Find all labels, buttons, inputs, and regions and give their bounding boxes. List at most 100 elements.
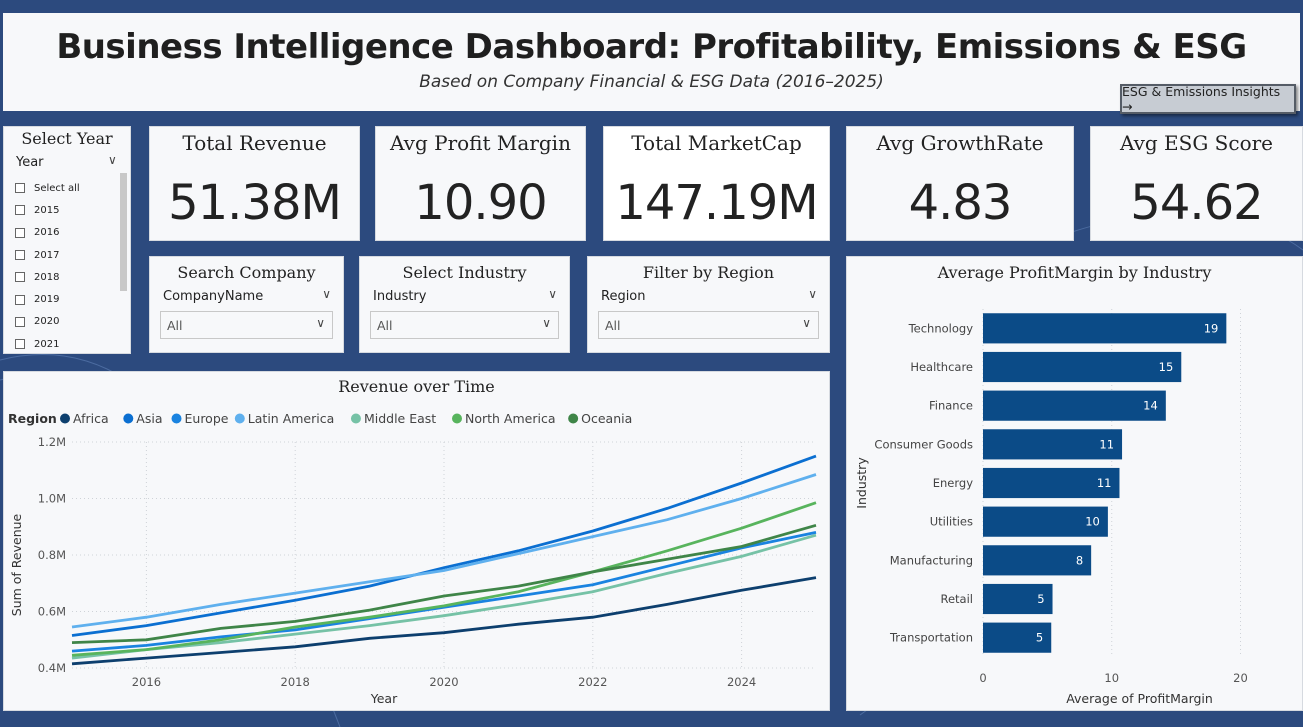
series-line-africa xyxy=(71,576,817,666)
esg-insights-nav-button[interactable]: ESG & Emissions Insights → xyxy=(1120,84,1296,114)
industry-slicer: Select Industry Industry ∨ All ∨ xyxy=(359,256,570,353)
legend-item: Europe xyxy=(185,411,229,426)
legend-item: Latin America xyxy=(248,411,334,426)
legend-item: Asia xyxy=(136,411,162,426)
bar-data-label: 11 xyxy=(1099,437,1114,451)
category-label: Utilities xyxy=(930,515,973,529)
company-dropdown[interactable]: All ∨ xyxy=(160,311,333,339)
legend-item: Oceania xyxy=(581,411,632,426)
kpi-avg-esg-score: Avg ESG Score 54.62 xyxy=(1090,126,1303,241)
bar xyxy=(983,467,1120,499)
region-slicer-field: Region xyxy=(601,289,646,304)
bar xyxy=(983,390,1166,421)
legend-item: Middle East xyxy=(364,411,436,426)
bar-data-label: 19 xyxy=(1204,321,1219,335)
series-line-oceania xyxy=(71,523,817,644)
x-tick-label: 10 xyxy=(1104,671,1119,685)
y-tick-label: 0.8M xyxy=(38,548,66,562)
series-line-north-america xyxy=(71,501,817,657)
chevron-down-icon[interactable]: ∨ xyxy=(108,153,117,167)
kpi-total-revenue: Total Revenue 51.38M xyxy=(149,126,360,241)
year-option[interactable]: 2018 xyxy=(15,266,80,288)
x-axis-label: Average of ProfitMargin xyxy=(1066,691,1213,706)
checkbox-icon[interactable] xyxy=(15,316,25,327)
year-option[interactable]: Select all xyxy=(15,177,80,199)
year-option[interactable]: 2016 xyxy=(15,222,80,244)
page-title: Business Intelligence Dashboard: Profita… xyxy=(56,27,1247,67)
chevron-down-icon: ∨ xyxy=(316,316,325,330)
chevron-down-icon[interactable]: ∨ xyxy=(322,287,331,301)
y-tick-label: 1.2M xyxy=(38,435,66,449)
industry-slicer-title: Select Industry xyxy=(402,263,527,282)
kpi-value: 51.38M xyxy=(168,175,342,231)
y-axis-label: Sum of Revenue xyxy=(9,513,24,616)
kpi-avg-profit-margin: Avg Profit Margin 10.90 xyxy=(375,126,586,241)
chevron-down-icon[interactable]: ∨ xyxy=(808,287,817,301)
bar-data-label: 8 xyxy=(1076,553,1083,567)
kpi-avg-growth-rate: Avg GrowthRate 4.83 xyxy=(846,126,1074,241)
kpi-label: Avg ESG Score xyxy=(1119,131,1274,155)
checkbox-icon[interactable] xyxy=(15,250,25,261)
revenue-over-time-chart: Revenue over Time Region Africa Asia Europe… xyxy=(3,371,830,711)
legend-item: North America xyxy=(465,411,556,426)
year-slicer-field: Year xyxy=(16,155,44,170)
region-dropdown[interactable]: All ∨ xyxy=(598,311,819,339)
x-tick-label: 2022 xyxy=(578,675,607,689)
series-line-latin-america xyxy=(71,473,817,629)
category-label: Consumer Goods xyxy=(874,437,973,451)
year-option[interactable]: 2021 xyxy=(15,333,80,355)
y-tick-label: 1.0M xyxy=(38,492,66,506)
legend-marker xyxy=(234,413,245,424)
bar xyxy=(983,506,1108,537)
bar-data-label: 15 xyxy=(1159,360,1174,374)
bar-data-label: 11 xyxy=(1097,476,1112,490)
y-axis-label: Industry xyxy=(854,457,869,509)
bar-data-label: 14 xyxy=(1143,399,1158,413)
year-list: Select all 2015 2016 2017 2018 2019 2020… xyxy=(15,177,80,355)
line-chart-svg: Region Africa Asia Europe Latin America Middl… xyxy=(8,411,817,706)
legend-item: Africa xyxy=(73,411,109,426)
kpi-value: 54.62 xyxy=(1130,175,1263,231)
chevron-down-icon: ∨ xyxy=(542,316,551,330)
company-dropdown-value: All xyxy=(167,318,183,333)
region-slicer-title: Filter by Region xyxy=(642,263,775,282)
checkbox-icon[interactable] xyxy=(15,272,25,283)
year-option[interactable]: 2019 xyxy=(15,288,80,310)
bar-data-label: 5 xyxy=(1037,592,1044,606)
year-option[interactable]: 2017 xyxy=(15,244,80,266)
kpi-value: 4.83 xyxy=(908,175,1013,231)
legend-marker xyxy=(568,413,579,424)
industry-dropdown-value: All xyxy=(377,318,393,333)
bar xyxy=(983,622,1052,653)
x-tick-label: 2024 xyxy=(727,675,756,689)
year-option[interactable]: 2020 xyxy=(15,311,80,333)
checkbox-icon[interactable] xyxy=(15,294,25,305)
x-tick-label: 2016 xyxy=(132,675,161,689)
y-tick-label: 0.4M xyxy=(38,661,66,675)
checkbox-icon[interactable] xyxy=(15,205,25,216)
industry-dropdown[interactable]: All ∨ xyxy=(370,311,559,339)
x-tick-label: 2020 xyxy=(429,675,458,689)
company-slicer-field: CompanyName xyxy=(163,289,264,304)
year-slicer-scrollbar[interactable] xyxy=(120,173,127,291)
legend-marker xyxy=(452,413,462,424)
region-slicer: Filter by Region Region ∨ All ∨ xyxy=(587,256,830,353)
chevron-down-icon[interactable]: ∨ xyxy=(548,287,557,301)
legend-marker xyxy=(171,413,182,424)
year-slicer: Select Year Year ∨ Select all 2015 2016 … xyxy=(3,126,131,354)
year-slicer-title: Select Year xyxy=(21,129,113,148)
kpi-label: Avg Profit Margin xyxy=(390,131,571,155)
profit-margin-by-industry-chart: Average ProfitMargin by Industry 0 10 20 Av… xyxy=(846,256,1303,711)
kpi-label: Total MarketCap xyxy=(631,131,802,155)
y-tick-label: 0.6M xyxy=(38,605,66,619)
checkbox-icon[interactable] xyxy=(15,227,25,238)
category-label: Finance xyxy=(929,399,973,413)
x-tick-label: 0 xyxy=(979,671,986,685)
dashboard-header: Business Intelligence Dashboard: Profita… xyxy=(3,13,1300,114)
kpi-value: 10.90 xyxy=(414,175,547,231)
checkbox-icon[interactable] xyxy=(15,339,25,350)
checkbox-icon[interactable] xyxy=(15,183,25,194)
kpi-value: 147.19M xyxy=(615,175,818,231)
year-option[interactable]: 2015 xyxy=(15,199,80,221)
bar xyxy=(983,313,1227,344)
